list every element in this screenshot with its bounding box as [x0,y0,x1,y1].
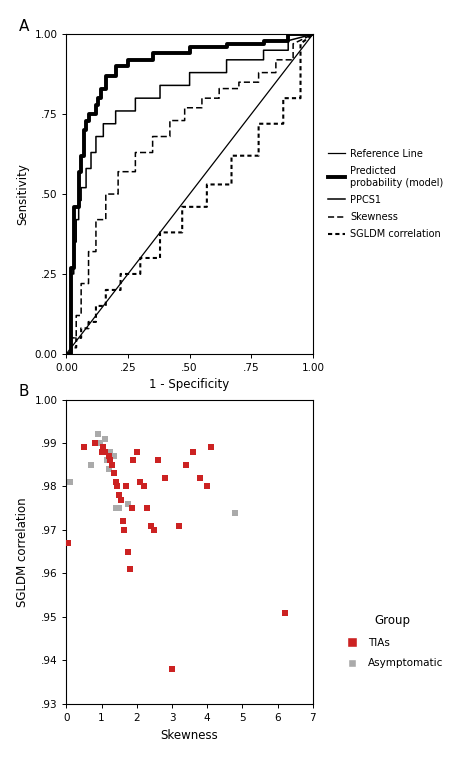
Point [103,454,110,466]
Point [124,546,132,558]
Legend: Reference Line, Predicted
probability (model), PPCS1, Skewness, SGLDM correlatio: Reference Line, Predicted probability (m… [328,148,443,240]
Point [109,459,116,471]
Point [182,459,190,471]
Point [126,563,134,575]
Point [101,432,109,444]
Point [112,502,119,514]
Point [129,454,137,466]
Point [110,450,118,462]
X-axis label: 1 - Specificity: 1 - Specificity [149,378,230,391]
Point [207,441,215,454]
Point [115,489,123,501]
Point [98,446,105,458]
Point [112,476,119,489]
Point [107,454,114,466]
Point [114,480,121,492]
Legend: TIAs, Asymptomatic: TIAs, Asymptomatic [342,614,443,668]
Point [144,502,151,514]
Point [92,437,100,449]
Point [110,467,118,479]
Y-axis label: Sensitivity: Sensitivity [16,163,29,225]
Point [107,446,114,458]
Text: B: B [19,384,29,400]
Point [281,607,289,619]
Text: A: A [19,19,29,34]
Point [94,428,102,441]
Point [64,537,72,549]
X-axis label: Skewness: Skewness [161,728,219,741]
Point [161,472,169,484]
Point [154,454,162,466]
Point [80,441,88,454]
Point [121,524,128,536]
Y-axis label: SGLDM correlation: SGLDM correlation [16,497,29,607]
Point [105,463,112,475]
Point [66,476,73,489]
Point [122,480,130,492]
Point [87,459,95,471]
Point [117,493,125,505]
Point [96,437,104,449]
Point [109,459,116,471]
Point [140,480,147,492]
Point [91,437,98,449]
Point [189,446,197,458]
Point [175,520,183,532]
Point [232,507,239,519]
Point [196,472,204,484]
Point [119,515,127,527]
Point [203,480,211,492]
Point [133,446,141,458]
Point [115,502,123,514]
Point [101,446,109,458]
Point [168,663,176,675]
Point [151,524,158,536]
Point [105,450,112,462]
Point [124,498,132,510]
Point [147,520,155,532]
Point [100,441,107,454]
Point [128,502,135,514]
Point [98,446,105,458]
Point [137,476,144,489]
Point [100,441,107,454]
